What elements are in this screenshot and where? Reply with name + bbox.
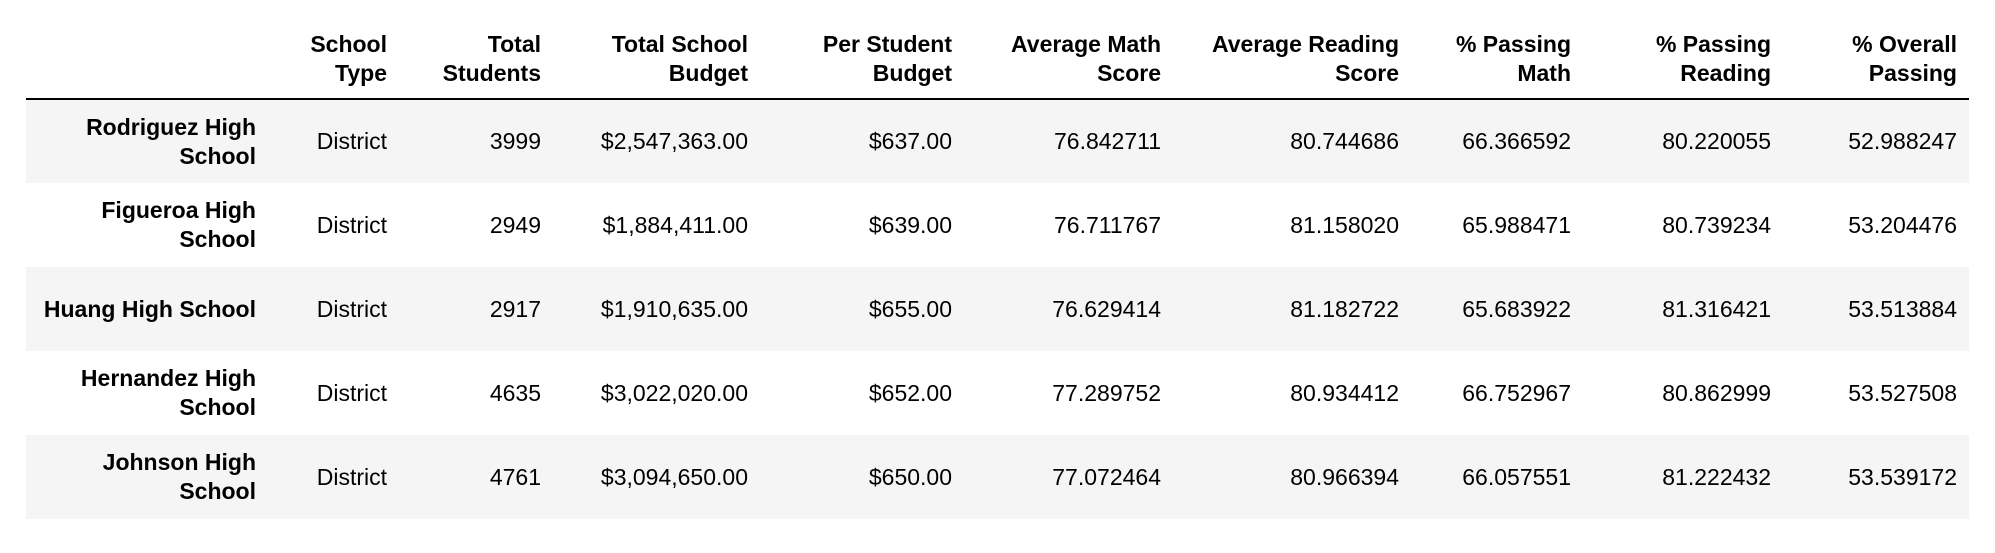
table-cell: 65.683922: [1462, 295, 1571, 322]
table-cell: District: [316, 128, 387, 154]
table-cell: 81.316421: [1662, 295, 1771, 322]
row-label: Huang High School: [43, 295, 256, 322]
school-summary-table: School Type Total Students Total School …: [26, 30, 1969, 519]
column-header-average-reading-score: Average Reading Score: [1173, 30, 1411, 100]
table-cell: 66.057551: [1462, 463, 1571, 490]
table-cell: $639.00: [868, 211, 952, 238]
table-cell: 4635: [489, 379, 541, 406]
table-cell: $652.00: [868, 379, 952, 406]
table-cell: 80.220055: [1662, 128, 1771, 154]
table-cell: 65.988471: [1462, 211, 1571, 238]
table-cell: 76.842711: [1053, 128, 1161, 154]
table-cell: District: [316, 211, 387, 238]
table-cell: 66.366592: [1462, 128, 1571, 154]
table-cell: 77.289752: [1052, 379, 1161, 406]
table-cell: 80.966394: [1290, 463, 1399, 490]
table-cell: District: [316, 295, 387, 322]
table-cell: $637.00: [868, 128, 952, 154]
table-cell: 77.072464: [1052, 463, 1161, 490]
column-header-total-students: Total Students: [399, 30, 553, 100]
table-cell: 81.222432: [1662, 463, 1771, 490]
table-cell: 81.182722: [1290, 295, 1399, 322]
table-cell: 53.204476: [1848, 211, 1957, 238]
table-cell: 80.744686: [1290, 128, 1399, 154]
row-label: Hernandez High School: [80, 365, 256, 420]
table-row: Johnson High School District 4761 $3,094…: [26, 435, 1969, 519]
table-cell: $1,884,411.00: [602, 211, 748, 238]
column-header-percent-overall-passing: % Overall Passing: [1783, 30, 1969, 100]
row-label: Johnson High School: [102, 449, 256, 504]
table-cell: 80.934412: [1290, 379, 1399, 406]
table-cell: 76.711767: [1053, 211, 1161, 238]
table-cell: District: [316, 379, 387, 406]
table-cell: 81.158020: [1290, 211, 1399, 238]
table-cell: $650.00: [868, 463, 952, 490]
column-header-percent-passing-math: % Passing Math: [1411, 30, 1583, 100]
table-cell: 53.513884: [1848, 295, 1957, 322]
table-row: Rodriguez High School District 3999 $2,5…: [26, 99, 1969, 183]
column-header-school-type: School Type: [268, 30, 399, 100]
table-cell: $655.00: [868, 295, 952, 322]
table-row: Figueroa High School District 2949 $1,88…: [26, 183, 1969, 267]
column-header-average-math-score: Average Math Score: [964, 30, 1173, 100]
table-cell: $3,022,020.00: [600, 379, 748, 406]
row-label: Figueroa High School: [101, 197, 256, 252]
column-header-per-student-budget: Per Student Budget: [760, 30, 964, 100]
row-label: Rodriguez High School: [86, 113, 256, 169]
column-header-total-school-budget: Total School Budget: [553, 30, 760, 100]
table-row: Hernandez High School District 4635 $3,0…: [26, 351, 1969, 435]
dataframe-container: School Type Total Students Total School …: [26, 30, 1969, 519]
header-row: School Type Total Students Total School …: [26, 30, 1969, 100]
index-header: [26, 30, 268, 100]
table-cell: 76.629414: [1052, 295, 1161, 322]
table-cell: 53.539172: [1848, 463, 1957, 490]
table-cell: 80.862999: [1662, 379, 1771, 406]
table-cell: 2949: [489, 211, 541, 238]
table-cell: $2,547,363.00: [600, 128, 748, 154]
table-cell: $1,910,635.00: [600, 295, 748, 322]
table-cell: 4761: [489, 463, 541, 490]
table-cell: 52.988247: [1848, 128, 1957, 154]
column-header-percent-passing-reading: % Passing Reading: [1583, 30, 1783, 100]
table-cell: 66.752967: [1462, 379, 1571, 406]
table-row: Huang High School District 2917 $1,910,6…: [26, 267, 1969, 351]
table-cell: District: [316, 463, 387, 490]
table-cell: 2917: [489, 295, 541, 322]
table-cell: 80.739234: [1662, 211, 1771, 238]
table-cell: 53.527508: [1848, 379, 1957, 406]
table-cell: $3,094,650.00: [600, 463, 748, 490]
table-cell: 3999: [489, 128, 541, 154]
